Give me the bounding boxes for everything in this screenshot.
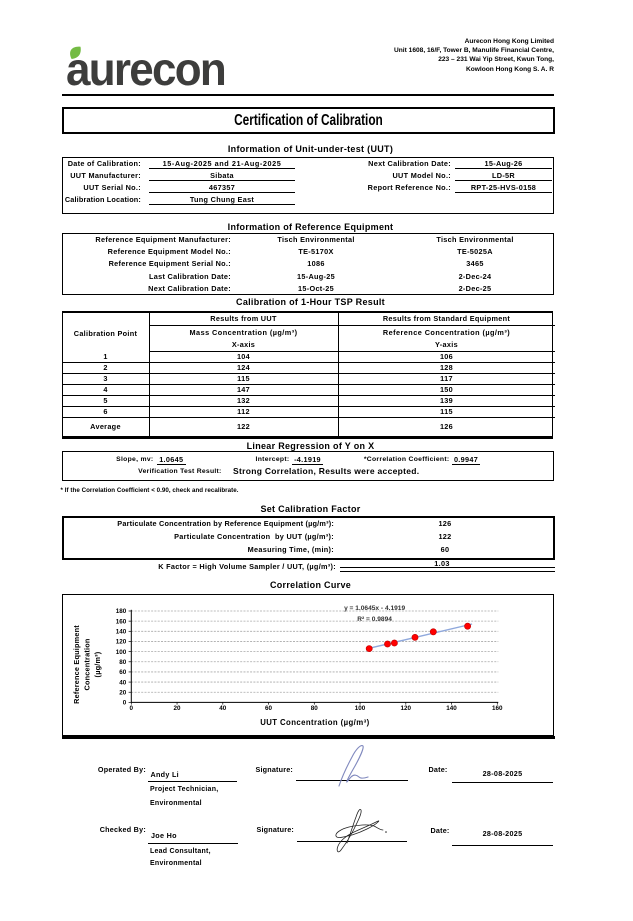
svg-text:Concentration: Concentration (83, 638, 92, 690)
svg-text:140: 140 (116, 629, 127, 636)
svg-text:R² = 0.9894: R² = 0.9894 (357, 616, 392, 623)
svg-text:100: 100 (355, 705, 366, 712)
svg-text:y = 1.0645x - 4.1919: y = 1.0645x - 4.1919 (344, 605, 405, 612)
svg-text:0: 0 (130, 705, 134, 712)
svg-text:20: 20 (174, 705, 182, 712)
svg-text:40: 40 (219, 705, 227, 712)
svg-text:100: 100 (116, 649, 127, 656)
svg-text:120: 120 (401, 705, 412, 712)
svg-text:60: 60 (265, 705, 273, 712)
svg-text:20: 20 (119, 689, 127, 696)
svg-text:80: 80 (311, 705, 319, 712)
svg-text:80: 80 (119, 659, 127, 666)
svg-text:60: 60 (119, 669, 127, 676)
svg-text:Reference Equipment: Reference Equipment (72, 625, 81, 704)
svg-text:160: 160 (116, 618, 127, 625)
svg-text:160: 160 (492, 705, 503, 712)
svg-text:40: 40 (119, 679, 127, 686)
svg-text:120: 120 (116, 639, 127, 646)
svg-text:(µg/m³): (µg/m³) (93, 651, 102, 677)
svg-text:140: 140 (446, 705, 457, 712)
svg-text:UUT Concentration (µg/m³): UUT Concentration (µg/m³) (260, 718, 369, 727)
svg-text:180: 180 (116, 608, 127, 615)
svg-text:0: 0 (123, 700, 127, 707)
